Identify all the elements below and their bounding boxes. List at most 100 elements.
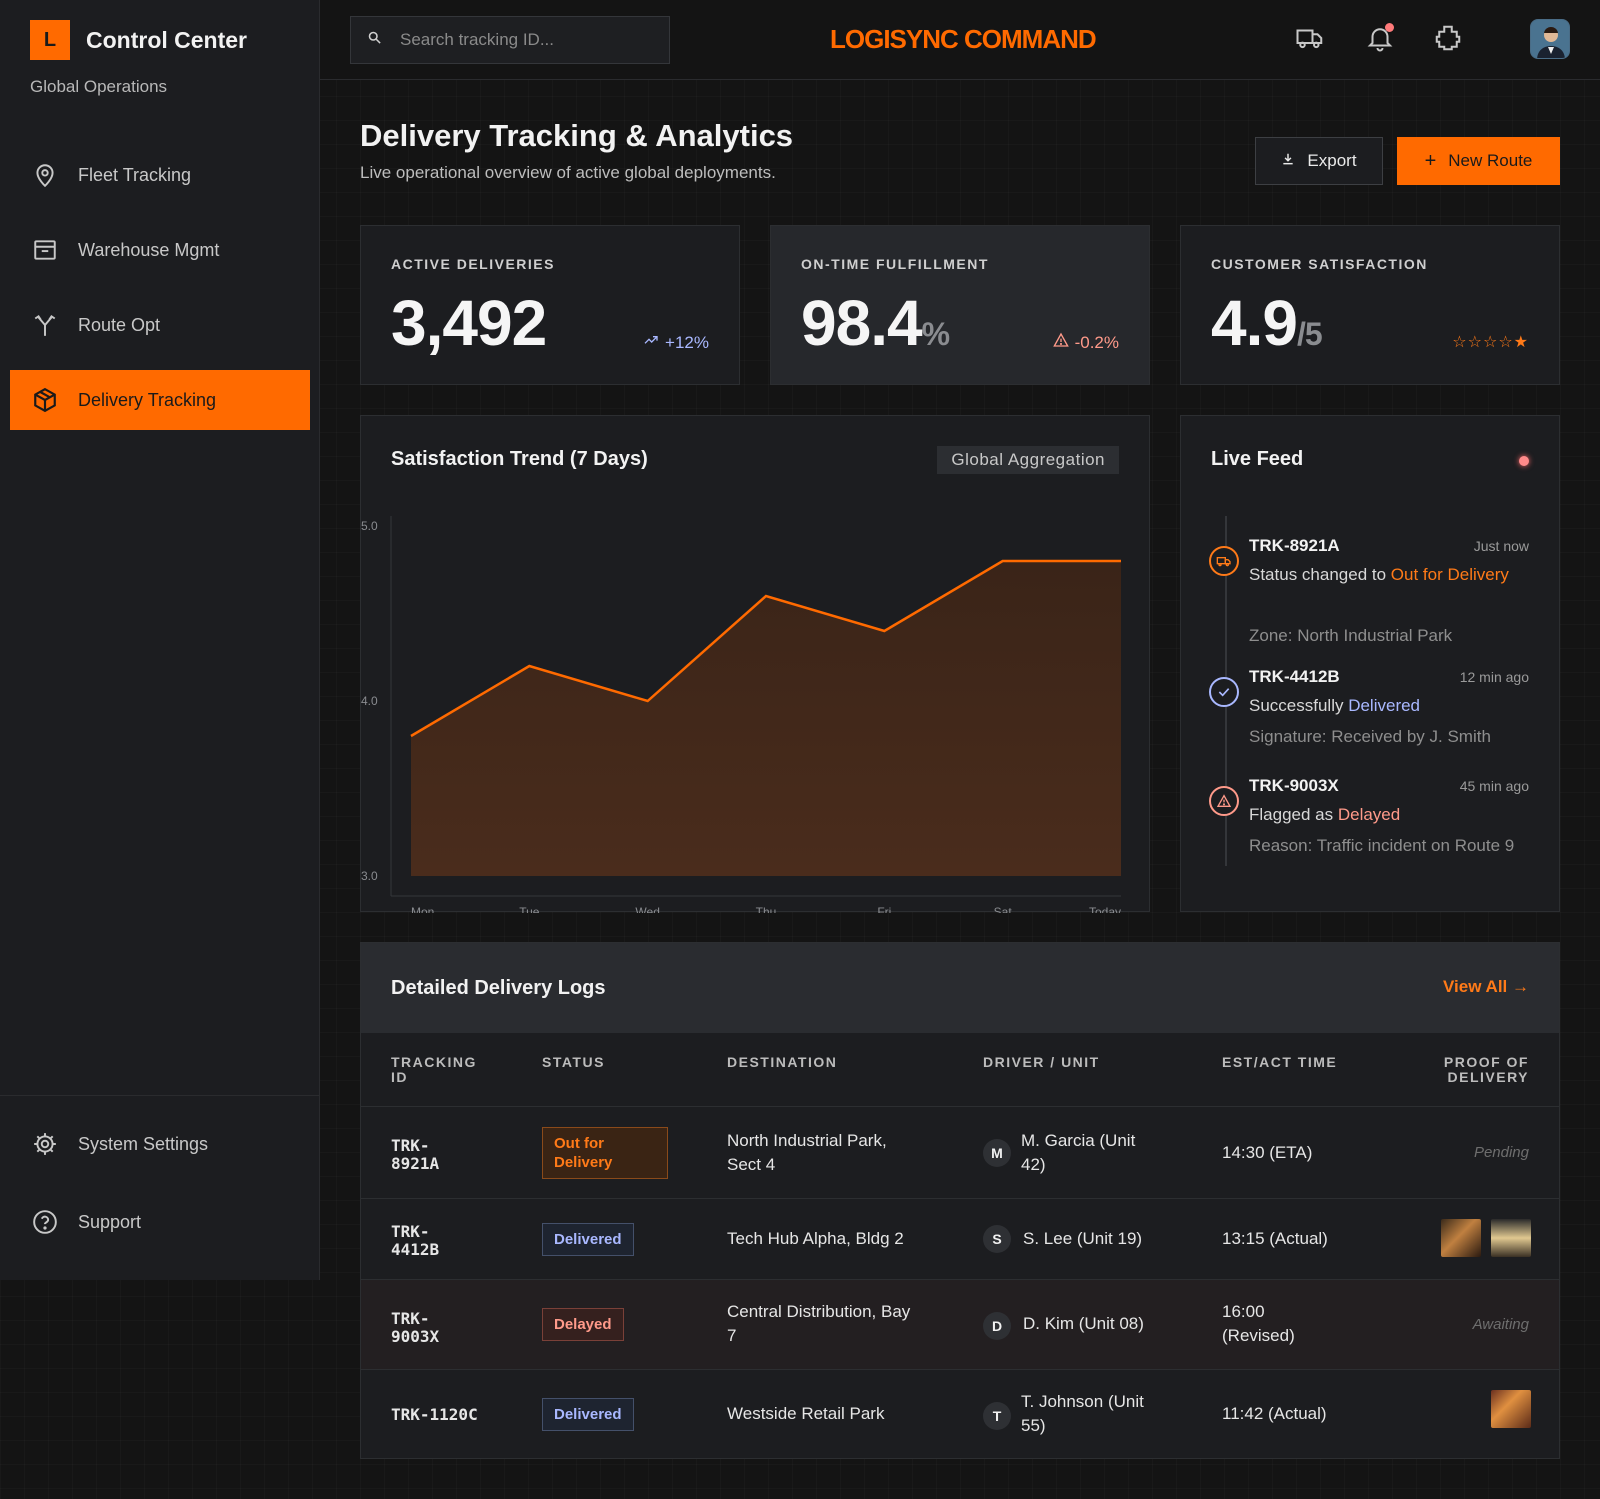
chart-tag[interactable]: Global Aggregation bbox=[937, 446, 1119, 474]
feed-tracking-id: TRK-9003X bbox=[1249, 776, 1339, 795]
puzzle-icon[interactable] bbox=[1430, 20, 1466, 56]
driver-unit: T. Johnson (Unit 55) bbox=[1021, 1392, 1144, 1435]
table-header-bar: Detailed Delivery Logs View All → bbox=[361, 943, 1559, 1033]
status-badge: Delivered bbox=[542, 1223, 634, 1256]
delivery-logs-table: Detailed Delivery Logs View All → TRACKI… bbox=[360, 942, 1560, 1459]
export-button[interactable]: Export bbox=[1255, 137, 1383, 185]
sidebar-item-route-opt[interactable]: Route Opt bbox=[10, 295, 310, 355]
x-tick-label: Sat bbox=[994, 905, 1013, 913]
sidebar-item-label: Warehouse Mgmt bbox=[78, 239, 220, 260]
table-row[interactable]: TRK-9003X Delayed Central Distribution, … bbox=[361, 1279, 1559, 1369]
est-time: 13:15 (Actual) bbox=[1222, 1229, 1328, 1248]
sidebar: L Control Center Global Operations Fleet… bbox=[0, 0, 320, 1280]
feed-detail: Zone: North Industrial Park bbox=[1249, 626, 1453, 645]
x-tick-label: Wed bbox=[635, 905, 659, 913]
x-tick-label: Tue bbox=[519, 905, 540, 913]
table-title: Detailed Delivery Logs bbox=[391, 977, 606, 999]
column-header-tracking-id[interactable]: TRACKING ID bbox=[391, 1054, 477, 1085]
gear-icon bbox=[32, 1131, 58, 1157]
destination: Central Distribution, Bay 7 bbox=[727, 1302, 911, 1345]
stat-card-customer-satisfaction: CUSTOMER SATISFACTION 4.9/5 ☆☆☆☆★ bbox=[1180, 225, 1560, 385]
live-feed-card: Live Feed TRK-8921A Just now Status chan… bbox=[1180, 415, 1560, 912]
proof-status: Pending bbox=[1473, 1144, 1529, 1161]
bell-icon[interactable] bbox=[1362, 20, 1398, 56]
stat-delta: -0.2% bbox=[1052, 332, 1119, 353]
satisfaction-trend-card: Satisfaction Trend (7 Days) Global Aggre… bbox=[360, 415, 1150, 913]
stat-value: 3,492 bbox=[391, 287, 547, 359]
notification-dot bbox=[1385, 23, 1394, 32]
feed-message: Flagged as Delayed bbox=[1249, 805, 1401, 824]
revised-time: 16:00 (Revised) bbox=[1222, 1302, 1295, 1345]
search-icon bbox=[367, 30, 382, 50]
sidebar-item-system-settings[interactable]: System Settings bbox=[10, 1114, 310, 1174]
status-badge: Out for Delivery bbox=[542, 1127, 668, 1179]
feed-time: 12 min ago bbox=[1459, 669, 1529, 685]
est-time: 11:42 (Actual) bbox=[1222, 1404, 1327, 1423]
top-header: LOGISYNC COMMAND bbox=[320, 0, 1600, 80]
feed-detail: Signature: Received by J. Smith bbox=[1249, 727, 1491, 746]
sidebar-item-support[interactable]: Support bbox=[10, 1192, 310, 1252]
driver-unit: M. Garcia (Unit 42) bbox=[1021, 1131, 1136, 1174]
sidebar-item-fleet-tracking[interactable]: Fleet Tracking bbox=[10, 145, 310, 205]
warning-icon bbox=[1209, 786, 1239, 816]
destination: Westside Retail Park bbox=[727, 1404, 885, 1423]
column-header-status[interactable]: STATUS bbox=[542, 1054, 605, 1070]
export-label: Export bbox=[1307, 151, 1357, 170]
proof-status: Awaiting bbox=[1472, 1316, 1529, 1333]
tracking-id: TRK-9003X bbox=[391, 1309, 440, 1346]
route-split-icon bbox=[32, 312, 58, 338]
chart-title: Satisfaction Trend (7 Days) bbox=[391, 448, 648, 470]
sidebar-item-label: Delivery Tracking bbox=[78, 389, 217, 410]
y-tick-label: 3.0 bbox=[361, 869, 378, 883]
feed-tracking-id: TRK-8921A bbox=[1249, 536, 1340, 555]
proof-photo-thumbnail[interactable] bbox=[1491, 1219, 1531, 1257]
stat-value: 4.9/5 bbox=[1211, 287, 1323, 359]
stat-card-active-deliveries: ACTIVE DELIVERIES 3,492 +12% bbox=[360, 225, 740, 385]
sidebar-item-delivery-tracking[interactable]: Delivery Tracking bbox=[10, 370, 310, 430]
column-header-driver[interactable]: DRIVER / UNIT bbox=[983, 1054, 1100, 1070]
new-route-label: New Route bbox=[1448, 151, 1533, 170]
driver-avatar: D bbox=[983, 1312, 1011, 1340]
column-header-proof[interactable]: PROOF OF DELIVERY bbox=[1443, 1054, 1529, 1085]
satisfaction-chart: 5.0 4.0 3.0 Mon Tue Wed Thu Fri Sat Today bbox=[361, 516, 1121, 913]
search-input[interactable] bbox=[400, 30, 640, 50]
proof-photo-thumbnail[interactable] bbox=[1491, 1390, 1531, 1428]
download-icon bbox=[1281, 151, 1307, 171]
brand-subtitle: Global Operations bbox=[30, 77, 168, 96]
sidebar-item-warehouse-mgmt[interactable]: Warehouse Mgmt bbox=[10, 220, 310, 280]
proof-photo-thumbnail[interactable] bbox=[1441, 1219, 1481, 1257]
column-header-destination[interactable]: DESTINATION bbox=[727, 1054, 838, 1070]
x-tick-label: Fri bbox=[877, 905, 891, 913]
status-badge: Delivered bbox=[542, 1398, 634, 1431]
view-all-link[interactable]: View All → bbox=[1443, 977, 1529, 996]
status-badge: Delayed bbox=[542, 1308, 624, 1341]
tracking-id: TRK-1120C bbox=[391, 1405, 478, 1424]
column-header-time[interactable]: EST/ACT TIME bbox=[1222, 1054, 1338, 1070]
live-indicator-dot bbox=[1519, 456, 1529, 466]
trend-up-icon bbox=[643, 332, 665, 353]
new-route-button[interactable]: + New Route bbox=[1397, 137, 1560, 185]
tracking-id: TRK-8921A bbox=[391, 1136, 440, 1173]
x-tick-label: Today bbox=[1089, 905, 1121, 913]
truck-icon[interactable] bbox=[1292, 20, 1328, 56]
stat-label: ACTIVE DELIVERIES bbox=[391, 256, 555, 272]
trend-area bbox=[411, 561, 1121, 876]
sidebar-item-label: System Settings bbox=[78, 1133, 209, 1154]
table-row[interactable]: TRK-8921A Out for Delivery North Industr… bbox=[361, 1106, 1559, 1198]
y-tick-label: 4.0 bbox=[361, 694, 378, 708]
search-box[interactable] bbox=[350, 16, 670, 64]
sidebar-item-label: Fleet Tracking bbox=[78, 164, 192, 185]
brand-title: Control Center bbox=[86, 26, 247, 53]
brand[interactable]: L Control Center bbox=[30, 20, 247, 60]
stat-delta: +12% bbox=[643, 332, 709, 353]
warning-icon bbox=[1052, 332, 1075, 353]
table-row[interactable]: TRK-1120C Delivered Westside Retail Park… bbox=[361, 1369, 1559, 1459]
y-tick-label: 5.0 bbox=[361, 519, 378, 533]
table-row[interactable]: TRK-4412B Delivered Tech Hub Alpha, Bldg… bbox=[361, 1198, 1559, 1279]
page-subtitle: Live operational overview of active glob… bbox=[360, 163, 776, 182]
rating-stars: ☆☆☆☆★ bbox=[1452, 334, 1529, 351]
archive-box-icon bbox=[32, 237, 58, 263]
sidebar-item-label: Route Opt bbox=[78, 314, 161, 335]
user-avatar[interactable] bbox=[1530, 19, 1570, 59]
page-title: Delivery Tracking & Analytics bbox=[360, 118, 794, 153]
